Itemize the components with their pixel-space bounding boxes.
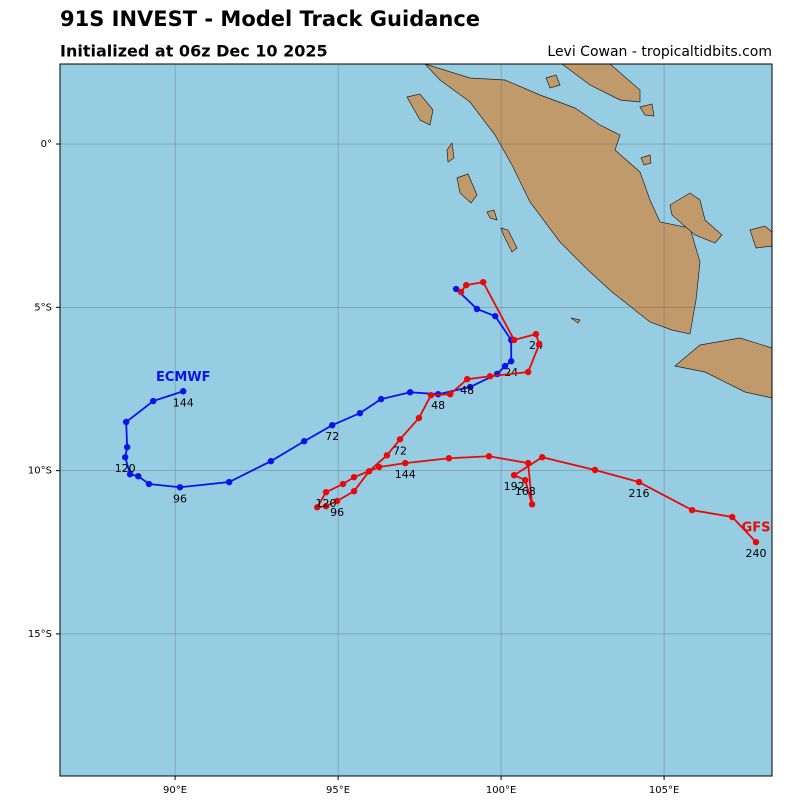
x-tick-label: 90°E	[163, 785, 187, 796]
track-point	[463, 375, 471, 383]
track-point	[729, 513, 736, 521]
hour-label: 96	[173, 492, 187, 505]
track-point	[375, 463, 383, 471]
track-point	[406, 389, 414, 396]
track-point	[532, 330, 540, 338]
track-point	[524, 459, 532, 467]
track-point	[383, 452, 391, 459]
track-point	[479, 278, 487, 286]
grid	[60, 64, 772, 776]
track-point	[445, 455, 453, 462]
track-point	[507, 358, 515, 365]
x-tick-label: 105°E	[649, 785, 679, 796]
track-point	[122, 418, 130, 426]
hour-label: 48	[460, 384, 474, 397]
track-point	[415, 414, 423, 422]
track-point	[180, 388, 187, 395]
hour-label: 96	[330, 506, 344, 519]
hour-label: 72	[325, 430, 339, 443]
x-tick-label: 95°E	[326, 785, 350, 796]
track-point	[314, 504, 321, 511]
track-point	[591, 466, 599, 474]
track-point	[356, 409, 364, 417]
track-point	[322, 503, 330, 510]
hour-label: 192	[504, 480, 525, 493]
track-point	[339, 480, 347, 488]
hour-label: 120	[115, 462, 136, 475]
hour-label: 72	[393, 444, 407, 457]
track-point	[635, 478, 643, 486]
track-point	[536, 341, 543, 348]
chart-title: 91S INVEST - Model Track Guidance	[60, 7, 480, 31]
track-point	[452, 285, 460, 293]
y-tick-label: 10°S	[28, 466, 52, 477]
y-tick-label: 5°S	[34, 302, 52, 313]
track-point	[688, 506, 696, 514]
hour-label: 144	[395, 468, 416, 481]
hour-label: 144	[173, 396, 194, 409]
track-line	[315, 281, 757, 543]
track-point	[510, 471, 518, 479]
track-point	[752, 538, 760, 546]
track-point	[333, 497, 341, 505]
series-label: GFS	[742, 521, 771, 536]
y-tick-label: 0°	[41, 139, 52, 150]
chart-subtitle: Initialized at 06z Dec 10 2025	[60, 42, 328, 61]
track-point	[402, 459, 409, 467]
track-point	[473, 305, 481, 313]
track-point	[528, 501, 536, 508]
hour-label: 240	[746, 547, 767, 560]
hour-label: 48	[431, 399, 445, 412]
track-point	[365, 468, 373, 475]
credit: Levi Cowan - tropicaltidbits.com	[547, 44, 772, 60]
track-point	[300, 438, 308, 445]
track-point	[501, 362, 509, 370]
track-point	[486, 373, 494, 380]
track-point	[485, 453, 493, 460]
track-point	[350, 488, 358, 495]
frame	[59, 63, 773, 777]
track-point	[466, 383, 474, 391]
track-point	[457, 288, 465, 296]
track-point	[447, 390, 454, 398]
track-point	[377, 395, 385, 403]
hour-label: 24	[504, 366, 518, 379]
x-tick-label: 100°E	[486, 785, 516, 796]
track-point	[150, 397, 157, 405]
series-label: ECMWF	[156, 370, 211, 385]
track-point	[350, 473, 358, 481]
track-point	[524, 368, 532, 376]
track-point	[126, 471, 134, 478]
track-point	[122, 454, 129, 461]
track-point	[538, 454, 546, 461]
track-point	[176, 484, 184, 491]
track-point	[492, 312, 499, 320]
track-point	[522, 476, 529, 484]
track-point	[463, 281, 470, 289]
track-point	[135, 472, 142, 480]
track-point	[267, 457, 275, 465]
track-point	[396, 436, 404, 443]
track-point	[322, 488, 330, 496]
track-point	[225, 478, 233, 486]
hour-label: 168	[515, 485, 536, 498]
track-point	[510, 336, 518, 344]
track-point	[427, 391, 435, 399]
hour-label: 216	[628, 487, 649, 500]
track-point	[145, 480, 153, 488]
track-point	[123, 443, 131, 451]
track-point	[329, 422, 336, 429]
land	[406, 64, 772, 399]
hour-label: 120	[316, 497, 337, 510]
y-tick-label: 15°S	[28, 629, 52, 640]
